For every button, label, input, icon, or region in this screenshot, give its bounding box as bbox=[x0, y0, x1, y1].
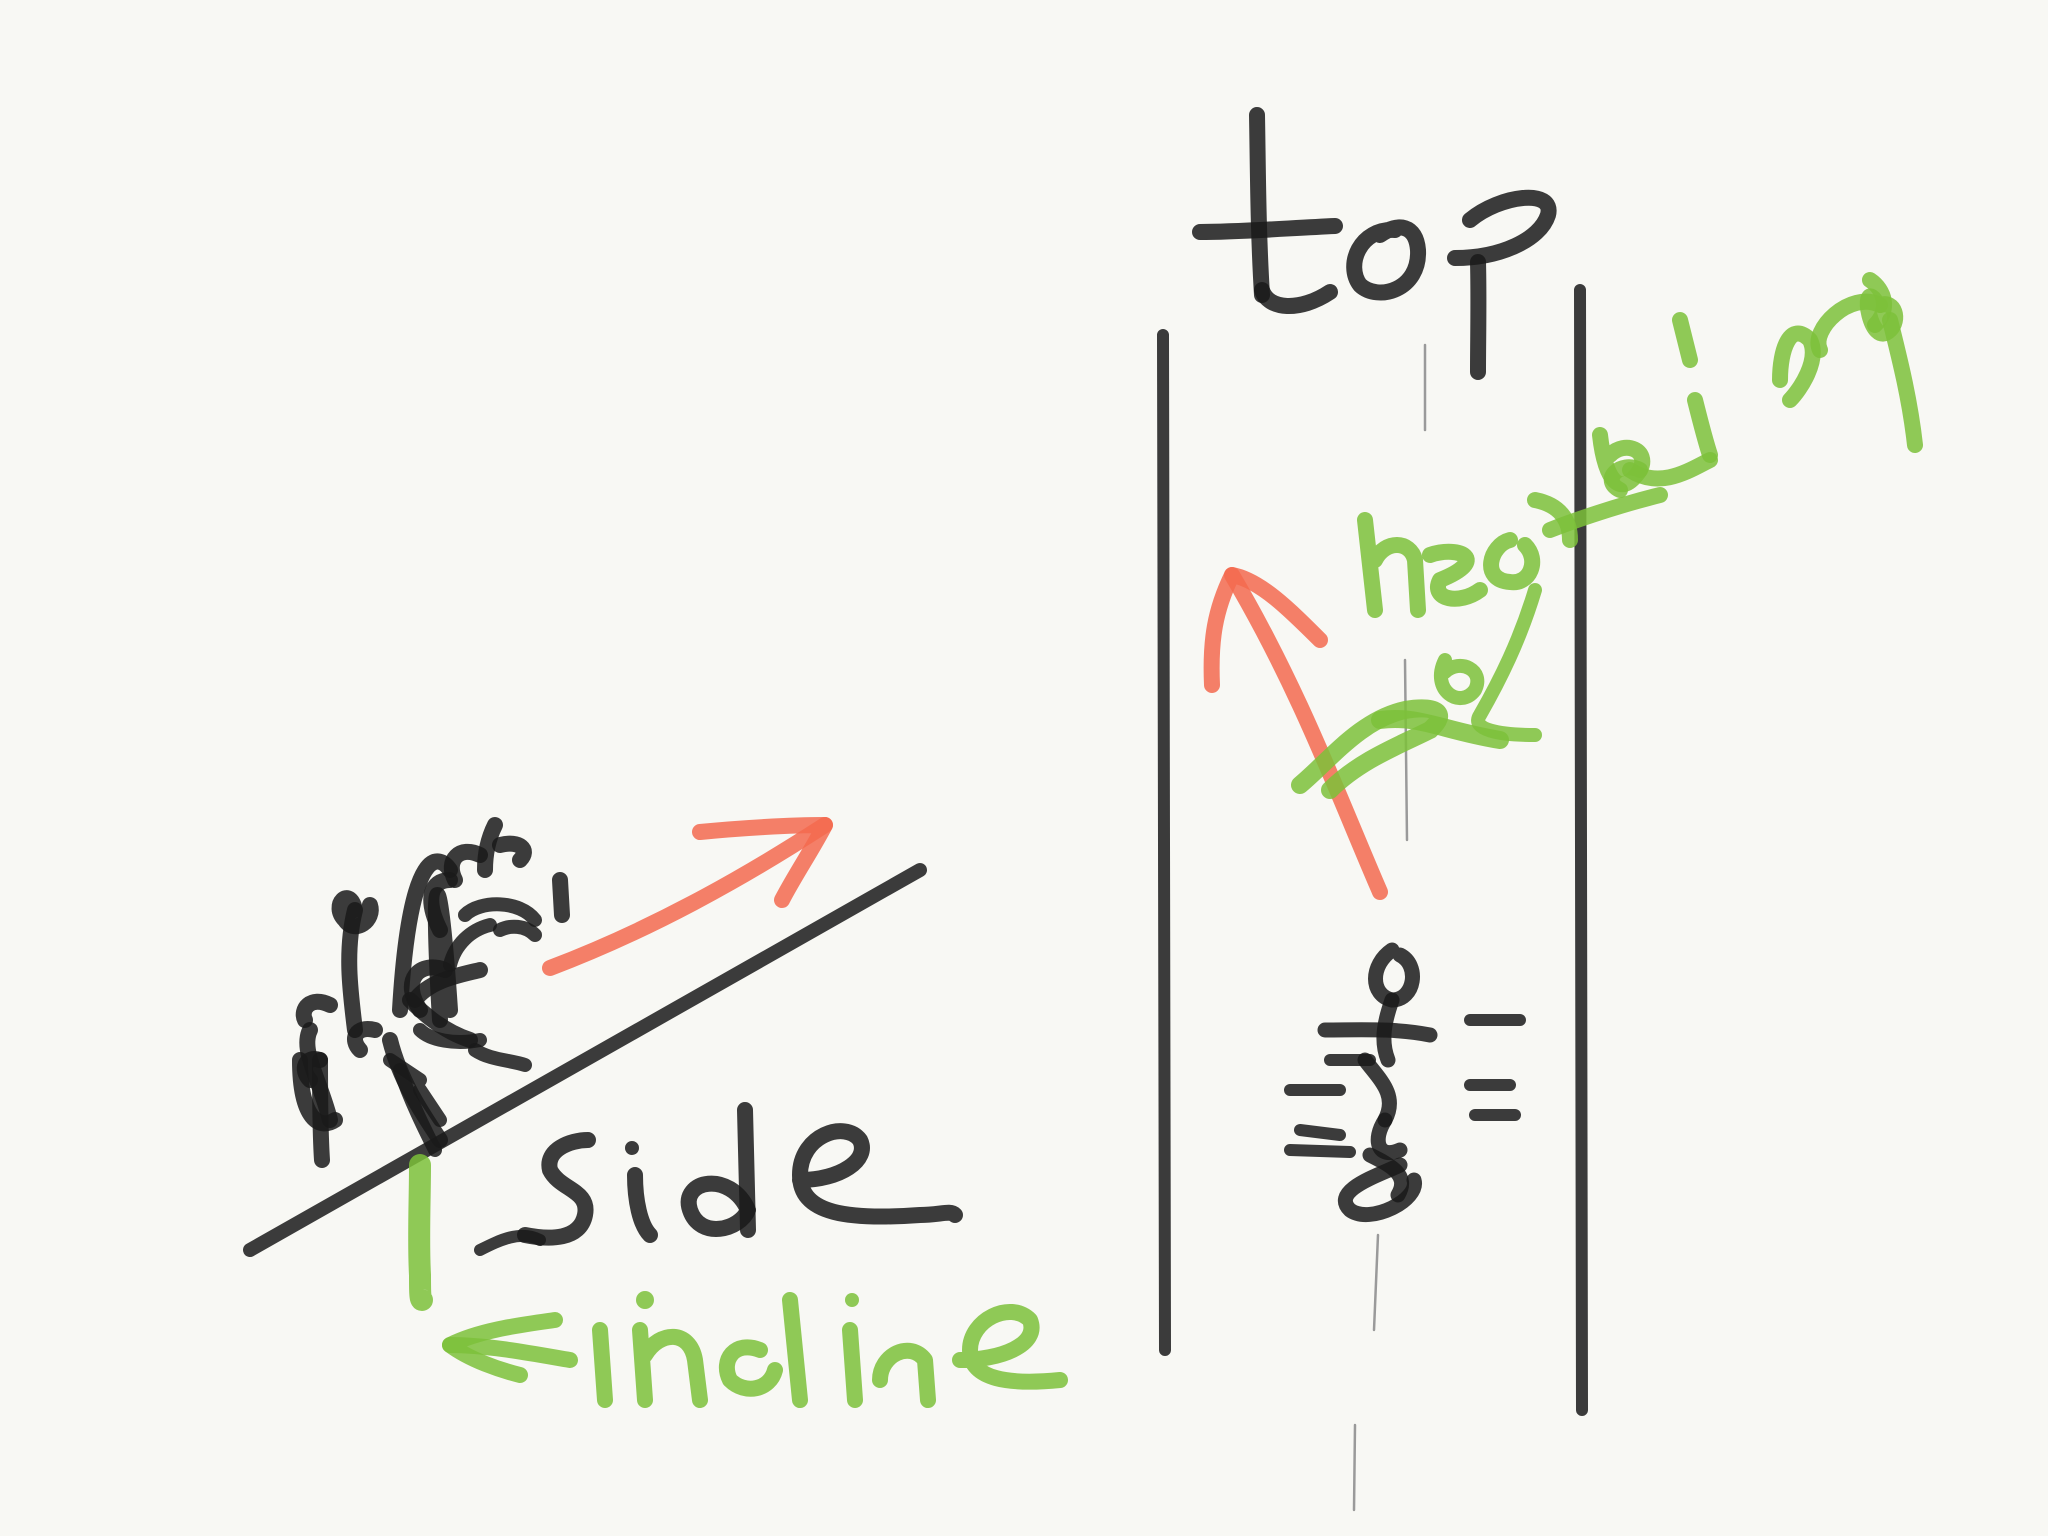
i-dot bbox=[625, 1141, 639, 1155]
side-label-handwriting bbox=[474, 1102, 963, 1256]
skater-side-view bbox=[292, 817, 570, 1168]
i-dot-green bbox=[636, 1291, 654, 1309]
heading-annotation bbox=[1291, 272, 1923, 799]
incline-annotation bbox=[408, 1154, 1068, 1408]
top-view bbox=[1157, 107, 1923, 1512]
skater-top-view bbox=[1284, 942, 1526, 1222]
i-dot-green-2 bbox=[845, 1293, 859, 1307]
motion-arrow-side bbox=[542, 817, 833, 976]
side-view bbox=[243, 817, 1068, 1408]
lane-line-right bbox=[1574, 284, 1588, 1416]
top-label-handwriting bbox=[1192, 107, 1557, 380]
motion-arrow-top bbox=[1203, 567, 1388, 900]
lane-line-left bbox=[1157, 329, 1171, 1356]
incline-line bbox=[243, 863, 927, 1257]
